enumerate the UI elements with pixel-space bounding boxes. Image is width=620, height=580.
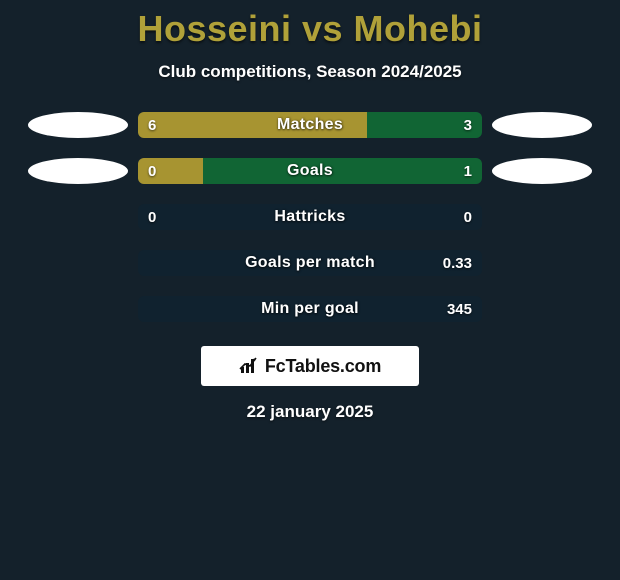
brand-text: FcTables.com — [265, 356, 381, 377]
avatar-slot-left — [18, 158, 138, 184]
stat-bar: 345Min per goal — [138, 296, 482, 322]
avatar-slot-right — [482, 158, 602, 184]
stat-label: Min per goal — [138, 296, 482, 322]
avatar-slot-right — [482, 112, 602, 138]
player-avatar-right — [492, 112, 592, 138]
stat-row: 0.33Goals per match — [0, 250, 620, 276]
avatar-slot-left — [18, 112, 138, 138]
stat-bar: 63Matches — [138, 112, 482, 138]
stat-bar: 00Hattricks — [138, 204, 482, 230]
stat-label: Matches — [138, 112, 482, 138]
page-title: Hosseini vs Mohebi — [0, 0, 620, 50]
date-label: 22 january 2025 — [0, 402, 620, 422]
subtitle: Club competitions, Season 2024/2025 — [0, 62, 620, 82]
stat-row: 00Hattricks — [0, 204, 620, 230]
stat-row: 345Min per goal — [0, 296, 620, 322]
stat-bar: 0.33Goals per match — [138, 250, 482, 276]
stat-bar: 01Goals — [138, 158, 482, 184]
player-avatar-left — [28, 112, 128, 138]
stat-row: 01Goals — [0, 158, 620, 184]
bar-chart-icon — [239, 357, 261, 375]
player-avatar-left — [28, 158, 128, 184]
stats-rows: 63Matches 01Goals 00Hattricks 0.33Goals per… — [0, 112, 620, 322]
comparison-infographic: Hosseini vs Mohebi Club competitions, Se… — [0, 0, 620, 580]
stat-label: Goals per match — [138, 250, 482, 276]
stat-label: Hattricks — [138, 204, 482, 230]
brand-badge: FcTables.com — [201, 346, 419, 386]
stat-label: Goals — [138, 158, 482, 184]
player-avatar-right — [492, 158, 592, 184]
stat-row: 63Matches — [0, 112, 620, 138]
